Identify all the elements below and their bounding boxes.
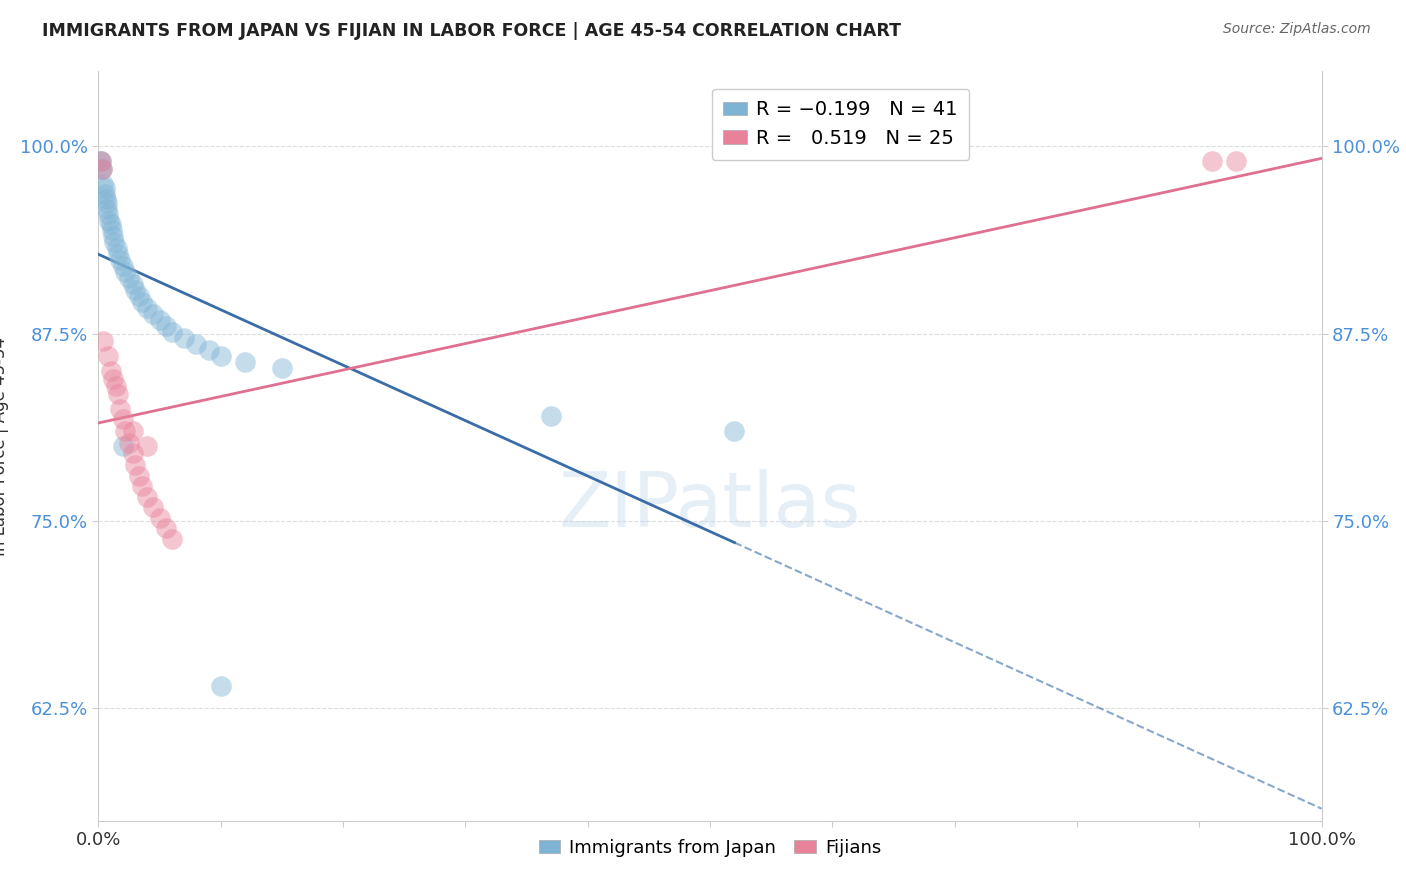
Point — [149, 313, 172, 327]
Point — [121, 424, 143, 438]
Point — [107, 386, 129, 401]
Point — [96, 202, 118, 217]
Point — [173, 331, 195, 345]
Point — [160, 325, 183, 339]
Point — [90, 154, 112, 169]
Point — [136, 301, 159, 315]
Point — [121, 446, 143, 460]
Point — [1225, 154, 1247, 169]
Point — [101, 223, 124, 237]
Point — [155, 521, 177, 535]
Point — [121, 277, 143, 292]
Point — [111, 439, 134, 453]
Text: ZIPatlas: ZIPatlas — [558, 469, 862, 543]
Point — [197, 343, 219, 357]
Text: Source: ZipAtlas.com: Source: ZipAtlas.com — [1223, 22, 1371, 37]
Point — [90, 154, 112, 169]
Point — [105, 241, 128, 255]
Point — [186, 337, 208, 351]
Point — [124, 458, 146, 473]
Point — [110, 253, 132, 268]
Point — [209, 679, 232, 693]
Point — [128, 289, 150, 303]
Point — [96, 196, 118, 211]
Point — [101, 371, 124, 385]
Point — [149, 511, 172, 525]
Point — [94, 192, 117, 206]
Point — [131, 295, 153, 310]
Legend: Immigrants from Japan, Fijians: Immigrants from Japan, Fijians — [531, 831, 889, 864]
Point — [97, 349, 120, 363]
Point — [118, 271, 141, 285]
Point — [124, 283, 146, 297]
Point — [160, 532, 183, 546]
Point — [114, 265, 136, 279]
Point — [111, 259, 134, 273]
Point — [128, 469, 150, 483]
Point — [93, 187, 115, 202]
Point — [118, 436, 141, 450]
Point — [155, 319, 177, 334]
Point — [91, 161, 114, 176]
Point — [136, 439, 159, 453]
Point — [97, 207, 120, 221]
Point — [270, 361, 294, 376]
Point — [91, 161, 114, 176]
Point — [540, 409, 562, 423]
Y-axis label: In Labor Force | Age 45-54: In Labor Force | Age 45-54 — [0, 336, 8, 556]
Point — [136, 490, 159, 504]
Point — [233, 355, 256, 369]
Point — [100, 364, 122, 378]
Point — [98, 214, 121, 228]
Point — [91, 334, 114, 348]
Point — [110, 401, 132, 416]
Point — [111, 412, 134, 426]
Point — [723, 424, 745, 438]
Point — [91, 177, 114, 191]
Point — [142, 307, 165, 321]
Point — [209, 349, 232, 363]
Point — [100, 217, 122, 231]
Point — [107, 247, 129, 261]
Text: IMMIGRANTS FROM JAPAN VS FIJIAN IN LABOR FORCE | AGE 45-54 CORRELATION CHART: IMMIGRANTS FROM JAPAN VS FIJIAN IN LABOR… — [42, 22, 901, 40]
Point — [101, 229, 124, 244]
Point — [142, 500, 165, 515]
Point — [104, 379, 127, 393]
Point — [1201, 154, 1223, 169]
Point — [131, 479, 153, 493]
Point — [114, 424, 136, 438]
Point — [93, 181, 115, 195]
Point — [90, 161, 112, 176]
Point — [103, 235, 125, 250]
Point — [89, 154, 111, 169]
